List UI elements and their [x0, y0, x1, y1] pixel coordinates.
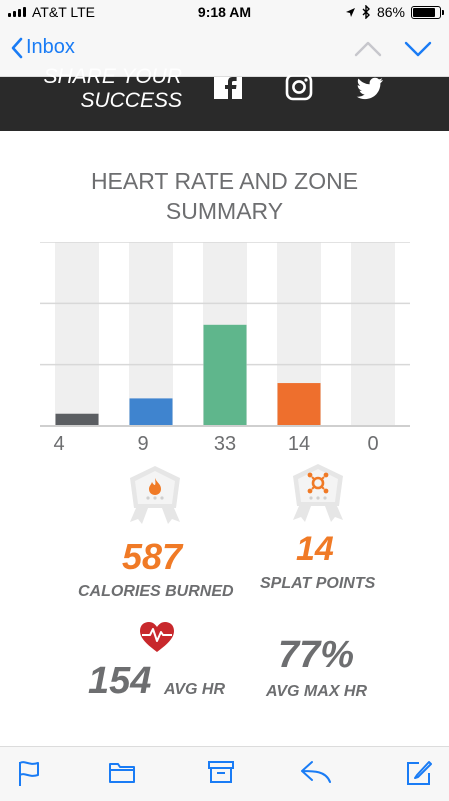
- avg-max-hr-value: 77%: [278, 634, 355, 676]
- mail-toolbar: [0, 746, 449, 801]
- tick-label-2: 33: [214, 433, 236, 455]
- calories-value: 587: [122, 536, 183, 577]
- avg-hr-value: 154: [88, 660, 152, 702]
- bar-4: [55, 413, 99, 426]
- splat-points-label: SPLAT POINTS: [260, 575, 376, 592]
- share-your-success-text: SHARE YOUR SUCCESS: [43, 65, 182, 112]
- bar-9: [129, 398, 173, 426]
- bar-14: [277, 383, 321, 426]
- bluetooth-icon: [362, 5, 370, 19]
- tick-label-3: 14: [288, 433, 310, 455]
- splat-points-badge-icon: [293, 464, 343, 522]
- heart-rate-zone-bar-chart: 4 9 33 14 0: [40, 242, 410, 455]
- back-to-inbox-button[interactable]: Inbox: [10, 36, 75, 59]
- battery-icon: [411, 5, 444, 19]
- calories-flame-badge-icon: [130, 466, 180, 524]
- previous-message-chevron-up-icon[interactable]: [354, 40, 382, 58]
- tick-label-0: 4: [53, 433, 64, 455]
- bar-33: [203, 324, 247, 426]
- compose-icon[interactable]: [405, 759, 433, 787]
- heart-rate-icon: [140, 622, 174, 652]
- status-bar: AT&T LTE 9:18 AM 86%: [0, 0, 449, 26]
- avg-max-hr-label: AVG MAX HR: [266, 683, 368, 700]
- carrier-label: AT&T LTE: [32, 4, 96, 20]
- clock: 9:18 AM: [197, 4, 252, 20]
- bar-background-0: [55, 242, 99, 426]
- facebook-icon[interactable]: [214, 77, 242, 101]
- bar-background-1: [129, 242, 173, 426]
- tick-label-4: 0: [367, 433, 378, 455]
- signal-strength-icon: [8, 7, 26, 17]
- calories-label: CALORIES BURNED: [78, 583, 234, 600]
- splat-points-value: 14: [296, 530, 334, 568]
- reply-icon[interactable]: [300, 759, 332, 785]
- chevron-left-icon: [11, 37, 23, 58]
- folder-icon[interactable]: [108, 759, 136, 785]
- archive-icon[interactable]: [207, 759, 235, 785]
- twitter-icon[interactable]: [356, 77, 384, 101]
- share-banner: SHARE YOUR SUCCESS: [0, 65, 449, 131]
- heart-rate-zone-summary-title: HEART RATE AND ZONE SUMMARY: [90, 168, 359, 224]
- back-label: Inbox: [26, 36, 75, 58]
- location-icon: [345, 7, 355, 17]
- bar-background-4: [351, 242, 395, 426]
- tick-label-1: 9: [137, 433, 148, 455]
- next-message-chevron-down-icon[interactable]: [404, 40, 432, 58]
- avg-hr-label: AVG HR: [164, 681, 226, 698]
- flag-icon[interactable]: [16, 759, 42, 787]
- battery-percentage: 86%: [376, 4, 405, 20]
- instagram-icon[interactable]: [285, 75, 313, 101]
- mail-nav-bar: Inbox: [0, 26, 449, 77]
